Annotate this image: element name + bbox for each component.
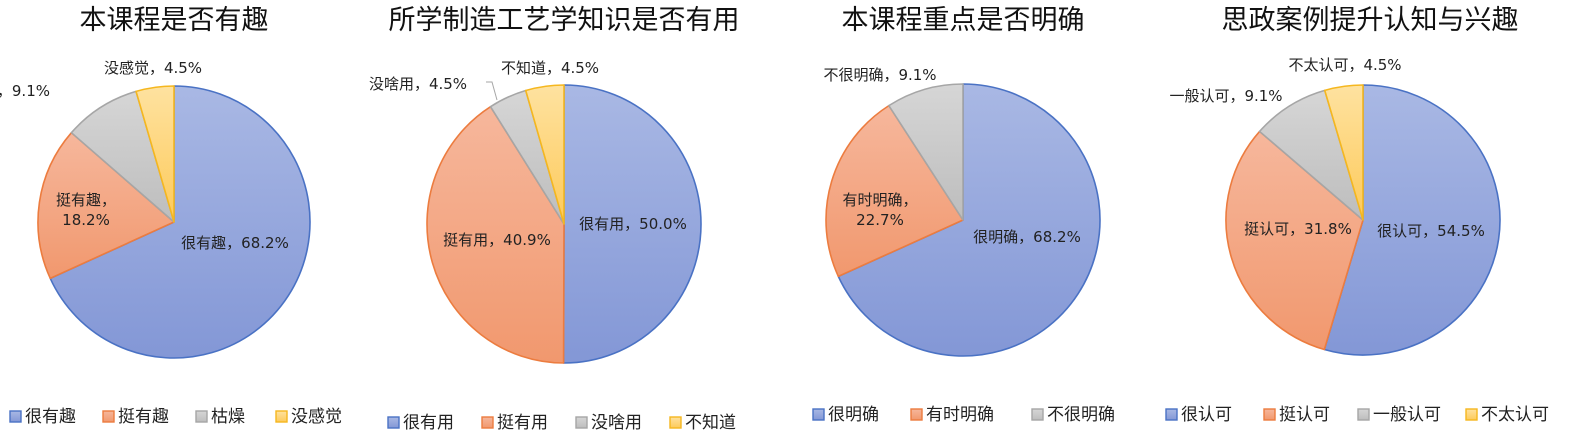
legend-label: 不太认可 (1481, 405, 1549, 425)
legend-swatch (1465, 408, 1478, 421)
legend-label: 挺有用 (497, 413, 548, 433)
legend: 很明确 有时明确 不很明确 (812, 405, 1115, 425)
slice-label: 没感觉，4.5% (104, 59, 202, 77)
legend: 很认可 挺认可 一般认可 不太认可 (1165, 405, 1549, 425)
pie-slice-3 (888, 83, 964, 221)
legend-label: 不知道 (685, 413, 736, 433)
slice-label: 挺有用，40.9% (443, 231, 551, 249)
slice-label: 挺认可，31.8% (1244, 220, 1352, 238)
legend-label: 枯燥 (211, 407, 245, 427)
legend-swatch (812, 408, 825, 421)
legend-label: 没感觉 (291, 407, 342, 427)
pie-slice-1 (49, 85, 311, 359)
slice-label: 很有趣，68.2% (181, 234, 289, 252)
legend-label: 挺有趣 (118, 407, 169, 427)
legend-swatch (1165, 408, 1178, 421)
legend-swatch (481, 416, 494, 429)
slice-label: 枯燥，9.1% (0, 82, 50, 100)
pie-slice-2 (1225, 130, 1364, 351)
pie-slice-2 (825, 104, 964, 278)
legend-label: 很有用 (403, 413, 454, 433)
legend-label: 很有趣 (25, 407, 76, 427)
legend-swatch (102, 410, 115, 423)
legend-swatch (575, 416, 588, 429)
slice-label: 很有用，50.0% (579, 215, 687, 233)
legend-label: 一般认可 (1373, 405, 1441, 425)
slice-label: 很明确，68.2% (973, 228, 1081, 246)
chart-title: 本课程是否有趣 (80, 5, 269, 36)
legend: 很有用 挺有用 没啥用 不知道 (387, 413, 736, 433)
legend-label: 有时明确 (926, 405, 994, 425)
legend-swatch (195, 410, 208, 423)
slice-label: 很认可，54.5% (1377, 222, 1485, 240)
pie-slice-1 (562, 84, 702, 364)
pie-slice-4 (135, 85, 175, 223)
legend-label: 不很明确 (1047, 405, 1115, 425)
pie-slice-4 (524, 84, 565, 225)
legend-label: 很认可 (1181, 405, 1232, 425)
chart-title: 所学制造工艺学知识是否有用 (389, 5, 740, 36)
pie-slice-3 (70, 90, 175, 223)
legend-swatch (669, 416, 682, 429)
pie-slice-2 (37, 131, 175, 280)
slice-label: 不知道，4.5% (501, 59, 599, 77)
legend-swatch (387, 416, 400, 429)
pie-slice-3 (1258, 89, 1364, 221)
slice-label: 有时明确， 22.7% (842, 191, 917, 229)
legend-label: 很明确 (828, 405, 879, 425)
legend-swatch (1357, 408, 1370, 421)
leader-line (486, 81, 498, 101)
chart-title: 思政案例提升认知与兴趣 (1222, 5, 1519, 36)
chart-title: 本课程重点是否明确 (842, 5, 1085, 36)
slice-label: 不很明确，9.1% (823, 66, 936, 84)
legend-swatch (9, 410, 22, 423)
pie-slice-1 (1323, 84, 1501, 356)
pie-slice-4 (1323, 84, 1364, 221)
slice-label: 挺有趣， 18.2% (56, 191, 116, 229)
slice-label: 一般认可，9.1% (1169, 87, 1282, 105)
slice-label: 没啥用，4.5% (369, 75, 467, 93)
legend-swatch (910, 408, 923, 421)
slice-label: 不太认可，4.5% (1288, 56, 1401, 74)
legend-swatch (275, 410, 288, 423)
legend: 很有趣 挺有趣 枯燥 没感觉 (9, 407, 342, 427)
legend-label: 挺认可 (1279, 405, 1330, 425)
pie-slice-1 (837, 83, 1101, 357)
legend-swatch (1031, 408, 1044, 421)
legend-label: 没啥用 (591, 413, 642, 433)
legend-swatch (1263, 408, 1276, 421)
